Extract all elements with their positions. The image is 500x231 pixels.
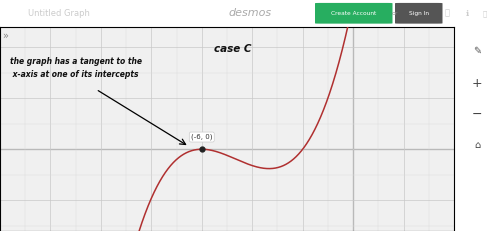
Text: (-6, 0): (-6, 0): [191, 134, 212, 140]
Text: Create Account: Create Account: [331, 11, 376, 16]
Text: or: or: [392, 11, 398, 16]
Text: desmos: desmos: [228, 8, 272, 18]
Text: ≡: ≡: [6, 8, 16, 18]
Text: the graph has a tangent to the: the graph has a tangent to the: [10, 57, 142, 66]
Text: x-axis at one of its intercepts: x-axis at one of its intercepts: [10, 70, 138, 79]
Text: ⧉: ⧉: [445, 9, 450, 18]
FancyBboxPatch shape: [395, 3, 442, 24]
Text: −: −: [472, 108, 482, 121]
Text: ⌂: ⌂: [474, 140, 480, 150]
Text: 🌐: 🌐: [483, 10, 487, 17]
Text: Untitled Graph: Untitled Graph: [28, 9, 90, 18]
Text: Sign In: Sign In: [409, 11, 429, 16]
Text: »: »: [2, 30, 8, 40]
Text: ℹ: ℹ: [466, 9, 469, 18]
Text: case C: case C: [214, 44, 252, 54]
Text: ✎: ✎: [473, 46, 481, 56]
Text: +: +: [472, 77, 482, 90]
FancyBboxPatch shape: [315, 3, 392, 24]
